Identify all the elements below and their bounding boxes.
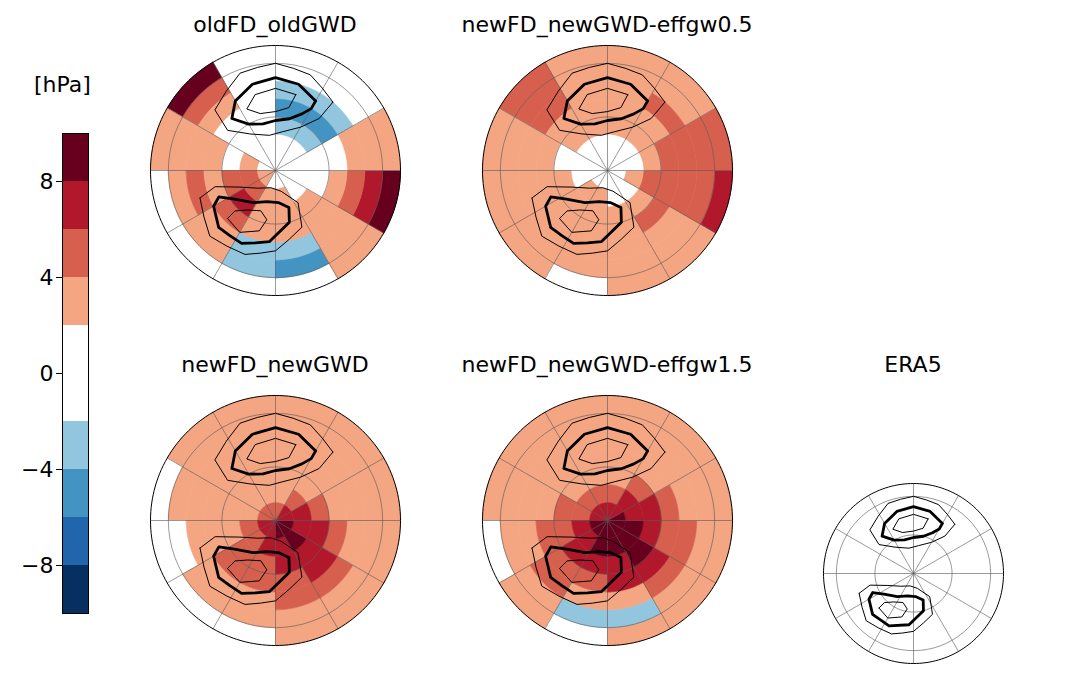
html-text:newFD_newGWD-effgw1.5: newFD_newGWD-effgw1.5 <box>461 352 753 377</box>
html-text:newFD_newGWD: newFD_newGWD <box>181 352 369 377</box>
svg-text:0: 0 <box>40 361 54 386</box>
svg-text:−4: −4 <box>21 457 53 482</box>
svg-text:8: 8 <box>40 169 54 194</box>
html-text:ERA5: ERA5 <box>884 352 942 377</box>
svg-text:−8: −8 <box>21 553 53 578</box>
svg-text:4: 4 <box>40 265 54 290</box>
html-text:newFD_newGWD-effgw0.5: newFD_newGWD-effgw0.5 <box>461 12 753 37</box>
html-text:oldFD_oldGWD: oldFD_oldGWD <box>193 12 357 37</box>
html-text:[hPa]: [hPa] <box>34 72 91 97</box>
